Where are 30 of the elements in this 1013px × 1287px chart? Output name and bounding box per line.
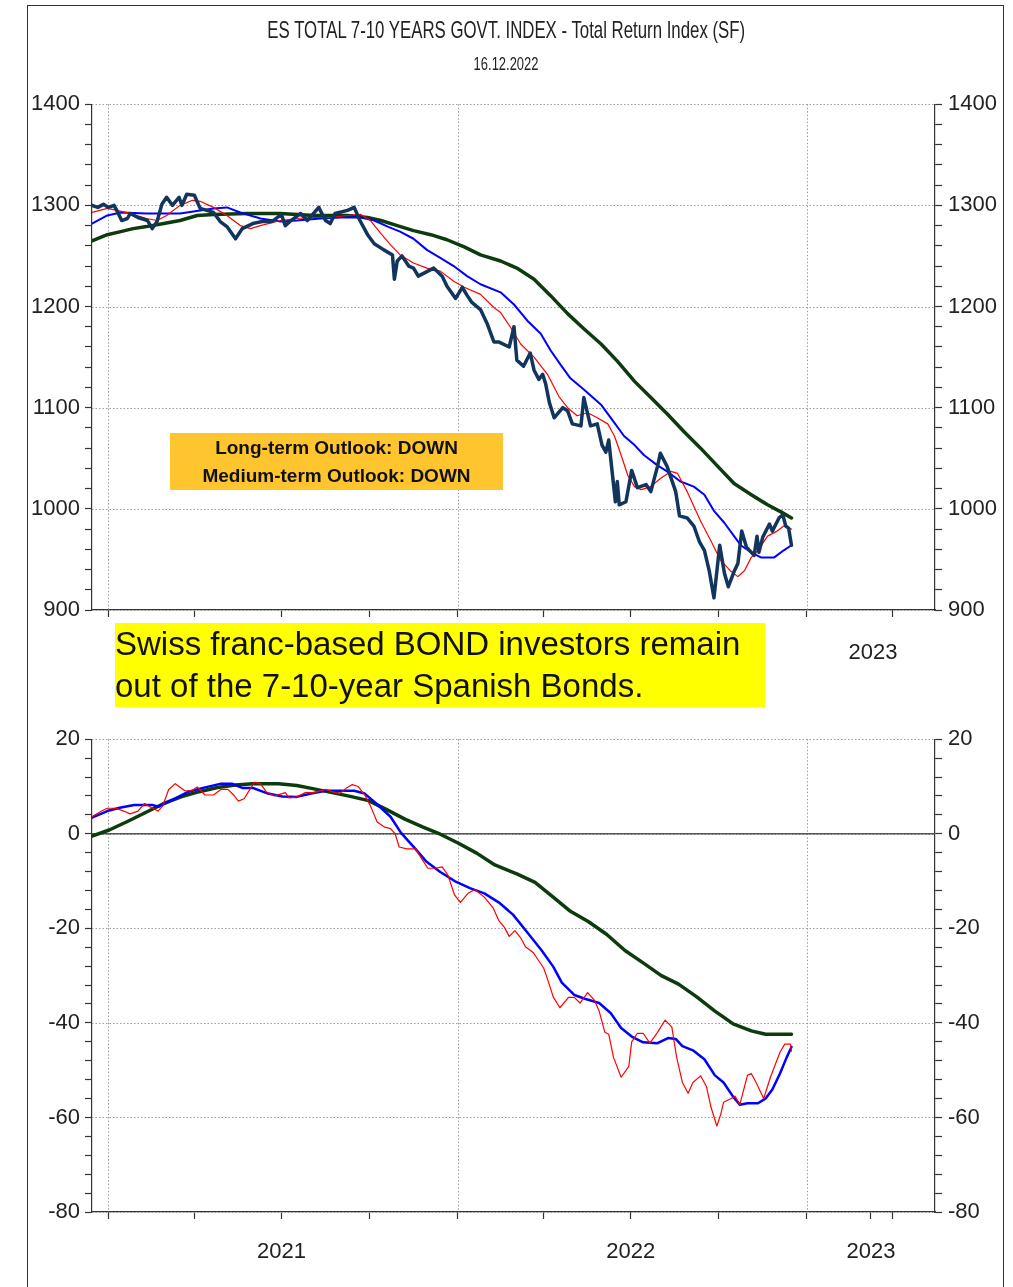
text: 2023	[847, 638, 899, 666]
y2-tick-label: 900	[948, 596, 985, 622]
y2-tick-label: 20	[948, 725, 973, 751]
y-tick-label: 20	[55, 725, 80, 751]
y-tick-label: 1400	[31, 90, 80, 116]
y-tick-label: -60	[48, 1103, 80, 1129]
x-tick-label: 2021	[256, 1238, 306, 1264]
x-tick-label: 2022	[606, 1238, 656, 1264]
y2-tick-label: 1000	[948, 494, 997, 520]
chart-subtitle: 16.12.2022	[474, 53, 539, 75]
y-tick-label: 1300	[31, 191, 80, 217]
y2-tick-label: 0	[948, 819, 961, 845]
y-tick-label: -20	[48, 914, 80, 940]
y2-tick-label: 1100	[948, 393, 996, 419]
y2-tick-label: -80	[948, 1198, 980, 1224]
y-tick-label: -40	[48, 1008, 80, 1034]
y-tick-label: 1000	[31, 494, 80, 520]
y2-tick-label: 1400	[948, 90, 997, 116]
y-tick-label: 900	[43, 596, 80, 622]
y-tick-label: 1200	[31, 292, 80, 318]
y-tick-label: 1100	[32, 393, 80, 419]
y2-tick-label: 1200	[948, 292, 997, 318]
y2-tick-label: -20	[948, 914, 980, 940]
y2-tick-label: -40	[948, 1008, 980, 1034]
y2-tick-label: 1300	[948, 191, 997, 217]
y2-tick-label: -60	[948, 1103, 980, 1129]
y-tick-label: -80	[48, 1198, 80, 1224]
chart-title: ES TOTAL 7-10 YEARS GOVT. INDEX - Total Return Index (SF)	[267, 16, 746, 44]
x-tick-label: 2023	[846, 1238, 896, 1264]
y-tick-label: 0	[67, 819, 80, 845]
